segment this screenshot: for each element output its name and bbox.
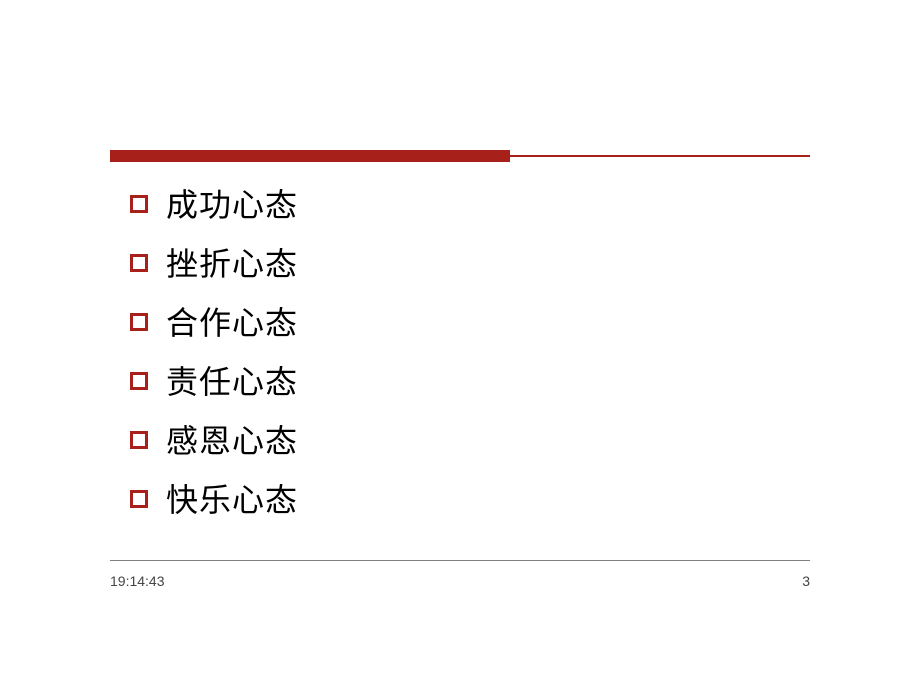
square-bullet-icon	[130, 372, 148, 390]
list-item: 感恩心态	[130, 416, 298, 462]
list-item-label: 挫折心态	[166, 239, 298, 285]
square-bullet-icon	[130, 490, 148, 508]
list-item-label: 合作心态	[166, 298, 298, 344]
list-item-label: 成功心态	[166, 180, 298, 226]
list-item: 责任心态	[130, 357, 298, 403]
square-bullet-icon	[130, 431, 148, 449]
accent-bar-thin	[510, 155, 810, 157]
list-item: 挫折心态	[130, 239, 298, 285]
footer-divider	[110, 560, 810, 561]
list-item-label: 感恩心态	[166, 416, 298, 462]
list-item: 快乐心态	[130, 475, 298, 521]
list-item-label: 快乐心态	[166, 475, 298, 521]
list-item: 合作心态	[130, 298, 298, 344]
list-item-label: 责任心态	[166, 357, 298, 403]
page-number: 3	[802, 573, 810, 589]
bullet-list: 成功心态 挫折心态 合作心态 责任心态 感恩心态 快乐心态	[130, 180, 298, 534]
timestamp: 19:14:43	[110, 573, 165, 589]
square-bullet-icon	[130, 195, 148, 213]
square-bullet-icon	[130, 313, 148, 331]
accent-bar-thick	[110, 150, 510, 162]
list-item: 成功心态	[130, 180, 298, 226]
slide: 成功心态 挫折心态 合作心态 责任心态 感恩心态 快乐心态 19:14:43 3	[0, 0, 920, 690]
square-bullet-icon	[130, 254, 148, 272]
